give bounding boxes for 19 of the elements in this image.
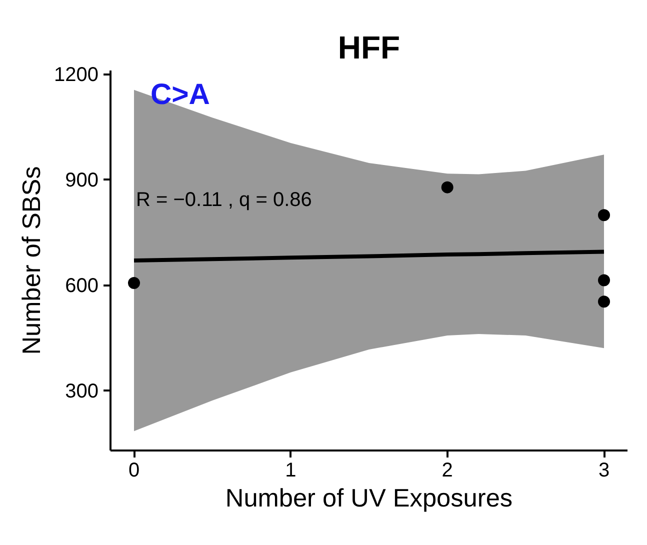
x-tick-label: 3 <box>598 460 610 482</box>
y-tick-label: 600 <box>65 275 99 298</box>
annotation: R = −0.11 , q = 0.86 <box>136 189 312 212</box>
point <box>441 181 454 194</box>
line-series <box>132 250 606 262</box>
annotation: C>A <box>150 78 210 111</box>
y-tick-label: 1200 <box>54 64 99 86</box>
y-tick-label: 300 <box>65 380 99 403</box>
y-axis-title: Number of SBSs <box>18 166 46 355</box>
point <box>598 209 610 222</box>
x-tick-label: 1 <box>285 460 296 482</box>
y-tick-label: 900 <box>65 170 99 192</box>
chart-title: HFF <box>338 30 400 66</box>
point <box>598 274 610 286</box>
x-tick-label: 0 <box>128 460 140 482</box>
point <box>128 277 140 290</box>
x-tick-label: 2 <box>442 460 453 482</box>
x-axis-title: Number of UV Exposures <box>225 484 513 512</box>
point <box>598 296 610 308</box>
